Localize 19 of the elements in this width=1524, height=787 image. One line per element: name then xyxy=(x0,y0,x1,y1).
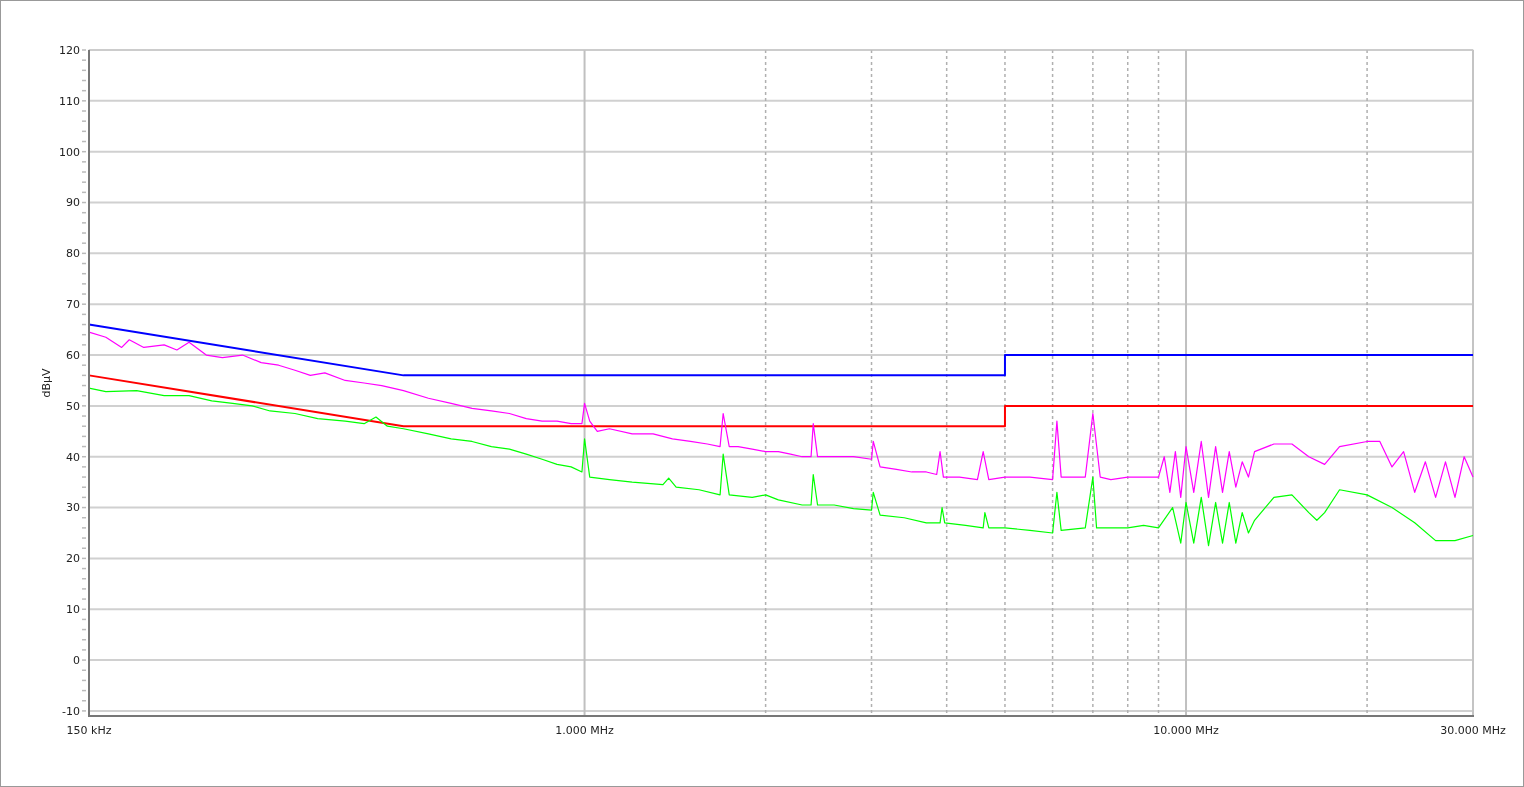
y-tick-label: 120 xyxy=(59,43,80,57)
x-tick-label: 150 kHz xyxy=(66,724,112,737)
y-tick-label: 40 xyxy=(66,450,80,464)
x-tick-label: 30.000 MHz xyxy=(1440,724,1506,737)
y-tick-label: 110 xyxy=(59,94,80,108)
y-tick-label: 60 xyxy=(66,348,80,362)
y-tick-label: 80 xyxy=(66,247,80,261)
y-tick-label: 30 xyxy=(66,501,80,515)
y-tick-label: 0 xyxy=(73,653,80,667)
x-tick-label: 1.000 MHz xyxy=(555,724,615,737)
y-tick-label: 10 xyxy=(66,603,80,617)
y-tick-label: 90 xyxy=(66,196,80,210)
y-tick-label: -10 xyxy=(62,704,80,718)
y-axis-title: dBµV xyxy=(40,368,53,398)
y-tick-label: 20 xyxy=(66,552,80,566)
y-tick-label: 50 xyxy=(66,399,80,413)
y-tick-label: 100 xyxy=(59,145,80,159)
y-tick-label: 70 xyxy=(66,298,80,312)
x-tick-label: 10.000 MHz xyxy=(1153,724,1220,737)
